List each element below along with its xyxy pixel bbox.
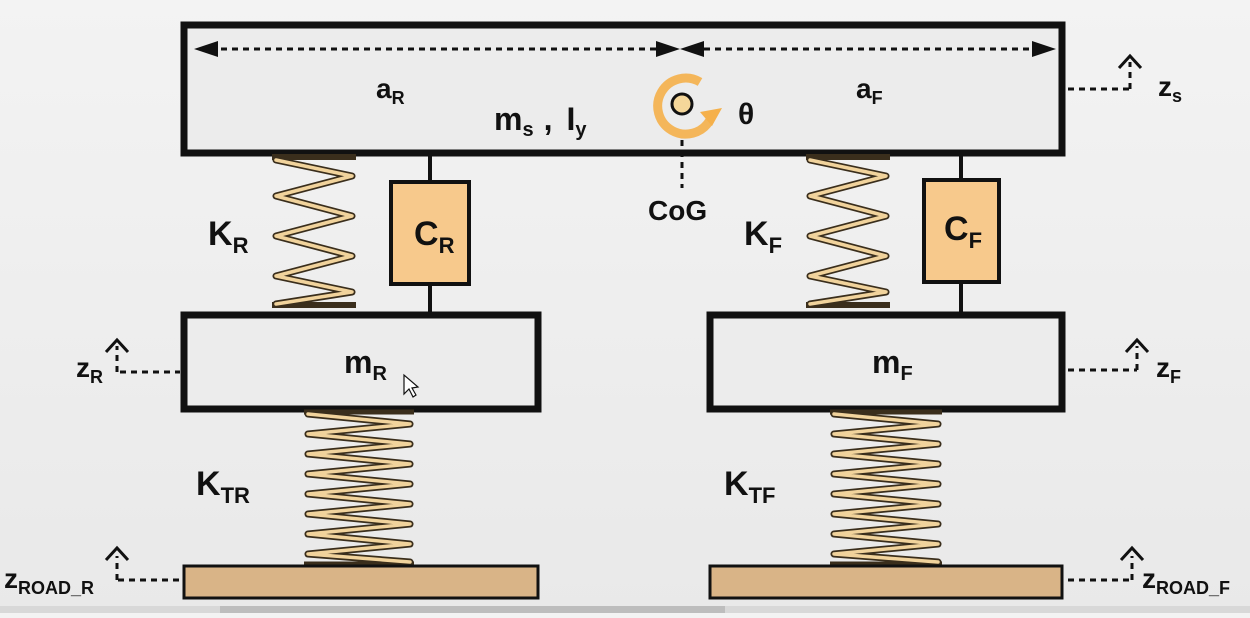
- rear-suspension-spring: [272, 154, 356, 308]
- label-m-f: mF: [872, 344, 913, 385]
- sprung-mass-body: [180, 21, 1066, 157]
- label-k-tr: KTR: [196, 465, 250, 508]
- label-z-f: zF: [1156, 352, 1181, 387]
- label-c-r: CR: [414, 215, 455, 258]
- dimension-arrow-rear: [194, 41, 680, 57]
- label-c-f: CF: [944, 210, 982, 253]
- label-k-f: KF: [744, 215, 782, 258]
- z-road-f-arrow-icon: [1068, 545, 1145, 582]
- label-z-s: zs: [1158, 71, 1182, 106]
- z-road-r-arrow-icon: [104, 545, 180, 582]
- z-s-arrow-icon: [1068, 53, 1143, 91]
- mouse-cursor-icon: [403, 373, 420, 398]
- rear-unsprung-mass: [180, 311, 542, 413]
- label-k-tf: KTF: [724, 465, 775, 508]
- label-z-r: zR: [76, 352, 103, 387]
- z-r-arrow-icon: [104, 337, 180, 374]
- rear-damper: [389, 155, 471, 312]
- label-k-r: KR: [208, 215, 249, 258]
- label-z-road-r: zROAD_R: [4, 563, 94, 598]
- front-road-plate: [708, 564, 1064, 600]
- label-a-f: aF: [856, 73, 883, 108]
- front-unsprung-mass: [706, 311, 1066, 413]
- rotation-arrow-icon: [653, 73, 722, 139]
- rear-tire-spring: [304, 409, 414, 567]
- z-f-arrow-icon: [1068, 337, 1150, 372]
- label-m-r: mR: [344, 344, 387, 385]
- front-damper: [922, 155, 1001, 312]
- label-theta: θ: [738, 98, 754, 131]
- rear-road-plate: [182, 564, 540, 600]
- bottom-strip-highlight: [220, 606, 725, 613]
- label-mass-inertia: ms, Iy: [494, 101, 587, 141]
- label-cog: CoG: [648, 195, 707, 226]
- label-a-r: aR: [376, 73, 405, 108]
- label-z-road-f: zROAD_F: [1142, 563, 1230, 598]
- dimension-arrow-front: [680, 41, 1056, 57]
- front-tire-spring: [830, 409, 942, 567]
- front-suspension-spring: [806, 154, 890, 308]
